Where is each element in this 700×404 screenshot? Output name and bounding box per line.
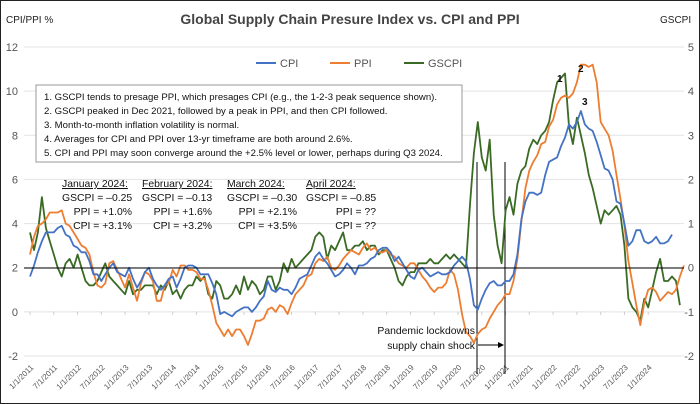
y-tick-left: 10 [6, 86, 18, 98]
y-tick-left: 2 [12, 263, 18, 275]
y-axis-right: -2 -1 0 1 2 3 4 5 [684, 42, 694, 363]
month-header: February 2024: [142, 179, 212, 190]
month-cpi: CPI = +3.2% [153, 221, 212, 232]
y-tick-right: 2 [688, 174, 694, 186]
chart-title: Global Supply Chain Presure Index vs. CP… [180, 11, 519, 27]
notes-box-border [35, 84, 463, 163]
month-cpi: CPI = ?? [335, 221, 376, 232]
pandemic-arrow-head [498, 342, 504, 348]
y-tick-right: 1 [688, 219, 694, 231]
x-tick-label: 1/1/2011 [7, 363, 35, 391]
month-gscpi: GSCPI = –0.25 [62, 193, 132, 204]
x-tick-label: 1/1/2024 [625, 363, 654, 392]
y-tick-right: 0 [688, 263, 694, 275]
note-3: 3. Month-to-month inflation volatility i… [44, 120, 239, 131]
note-2: 2. GSCPI peaked in Dec 2021, followed by… [44, 106, 387, 117]
note-5: 5. CPI and PPI may soon converge around … [44, 148, 443, 159]
peak-label-3: 3 [582, 97, 588, 108]
month-gscpi: GSCPI = –0.85 [306, 193, 376, 204]
y-tick-left: 8 [12, 130, 18, 142]
month-header: April 2024: [306, 179, 356, 190]
y-tick-right: 3 [688, 130, 694, 142]
y-tick-right: -2 [684, 351, 694, 363]
month-header: March 2024: [227, 179, 285, 190]
month-gscpi: GSCPI = –0.30 [227, 193, 297, 204]
month-gscpi: GSCPI = –0.13 [142, 193, 212, 204]
y-tick-left: 6 [12, 174, 18, 186]
y-axis-left-title: CPI/PPI % [6, 15, 53, 26]
legend-label-cpi: CPI [280, 58, 298, 70]
series-line-ppi [29, 63, 685, 346]
month-header: January 2024: [62, 179, 128, 190]
month-ppi: PPI = +2.1% [239, 207, 297, 218]
peak-label-2: 2 [578, 64, 584, 75]
monthly-readings: January 2024: GSCPI = –0.25 PPI = +1.0% CPI… [62, 179, 376, 232]
note-1: 1. GSCPI tends to presage PPI, which pre… [44, 92, 437, 103]
legend: CPI PPI GSCPI [256, 58, 462, 70]
series-line-gscpi [29, 72, 681, 322]
month-ppi: PPI = +1.0% [74, 207, 132, 218]
y-tick-left: -2 [8, 351, 18, 363]
y-axis-left: -2 0 2 4 6 8 10 12 [6, 42, 18, 363]
y-tick-right: 5 [688, 42, 694, 54]
notes-box: 1. GSCPI tends to presage PPI, which pre… [35, 84, 463, 163]
month-cpi: CPI = +3.5% [238, 221, 297, 232]
y-tick-right: 4 [688, 86, 694, 98]
y-tick-left: 12 [6, 42, 18, 54]
legend-label-ppi: PPI [354, 58, 372, 70]
pandemic-label-line1: Pandemic lockdowns [377, 326, 475, 337]
pandemic-label-line2: supply chain shock [387, 341, 476, 352]
y-tick-left: 4 [12, 219, 18, 231]
note-4: 4. Averages for CPI and PPI over 13-yr t… [44, 134, 353, 145]
y-tick-right: -1 [684, 307, 694, 319]
x-axis: 1/1/20117/1/20111/1/20127/1/20121/1/2013… [7, 311, 654, 392]
legend-label-gscpi: GSCPI [428, 58, 462, 70]
month-ppi: PPI = ?? [336, 207, 376, 218]
month-cpi: CPI = +3.1% [73, 221, 132, 232]
month-ppi: PPI = +1.6% [154, 207, 212, 218]
y-tick-left: 0 [12, 307, 18, 319]
peak-label-1: 1 [557, 74, 563, 85]
y-axis-right-title: GSCPI [660, 15, 691, 26]
